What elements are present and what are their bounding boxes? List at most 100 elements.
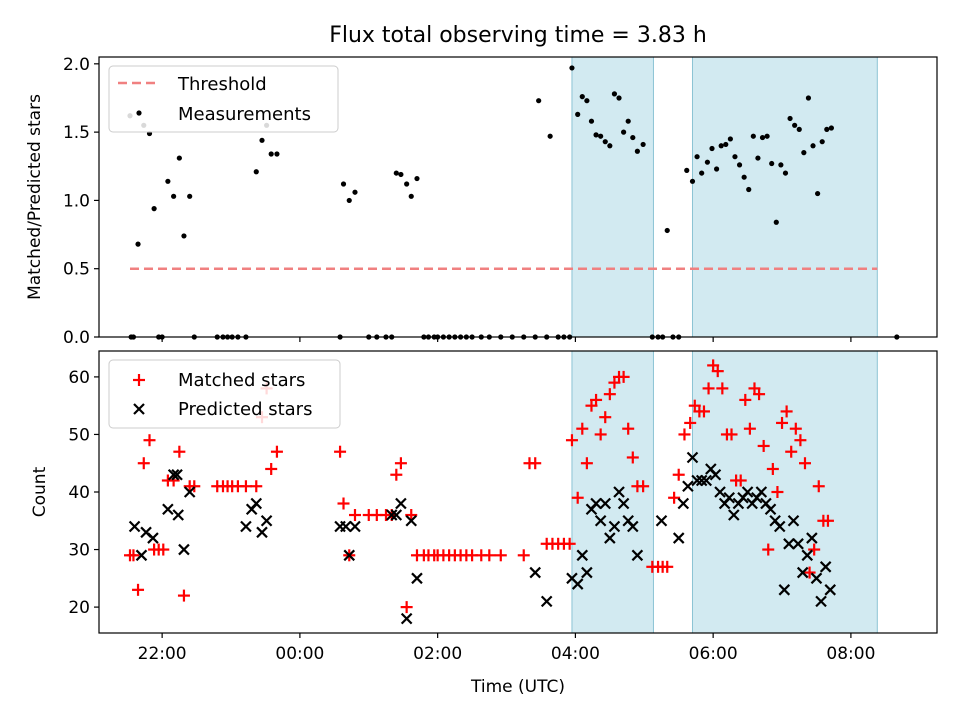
predicted-stars-point: [824, 584, 837, 596]
measurement-point: [759, 134, 766, 141]
matched-stars-legend-label: Matched stars: [178, 370, 305, 391]
matched-stars-point: [757, 439, 770, 452]
predicted-stars-point: [672, 532, 685, 544]
bottom-legend: Matched stars Predicted stars: [108, 359, 341, 429]
top-y-axis-label: Matched/Predicted stars: [25, 94, 45, 300]
matched-stars-point: [143, 434, 156, 447]
measurement-point: [404, 181, 410, 187]
predicted-stars-point: [594, 514, 607, 527]
matched-stars-point: [400, 601, 413, 614]
predicted-stars-point: [773, 520, 786, 533]
measurement-point: [611, 91, 618, 97]
bottom-panel: 20 30 40 50 60 22:00 00:00 02:00 04:00 06:00 08:0…: [30, 350, 938, 697]
matched-stars-point: [668, 491, 681, 504]
matched-stars-point: [808, 543, 821, 556]
predicted-stars-point: [171, 468, 183, 481]
matched-stars-point: [590, 393, 603, 406]
measurement-point: [588, 118, 595, 124]
measurement-point: [764, 133, 770, 139]
predicted-stars-point: [390, 509, 403, 521]
measurement-point: [792, 122, 798, 128]
matched-stars-point: [348, 509, 361, 522]
predicted-stars-point: [778, 584, 791, 596]
measurement-point: [684, 167, 690, 173]
matched-stars-point: [716, 382, 729, 395]
measurement-point: [259, 137, 265, 143]
measurement-point: [268, 151, 274, 157]
matched-stars-point: [626, 451, 639, 464]
bottom-y-tick-label: 20: [68, 598, 90, 618]
predicted-stars-point: [764, 503, 777, 516]
matched-stars-point: [776, 416, 789, 429]
matched-stars-point: [405, 509, 418, 522]
predicted-stars-point: [723, 491, 735, 504]
measurement-point: [694, 154, 700, 160]
measurement-point: [625, 118, 631, 124]
predicted-stars-point: [627, 520, 639, 533]
predicted-stars-point: [613, 486, 625, 498]
matched-stars-point: [697, 405, 710, 418]
predicted-stars-point: [815, 595, 827, 608]
predicted-stars-point: [631, 549, 644, 562]
matched-stars-point: [702, 382, 715, 395]
matched-stars-point: [594, 428, 607, 441]
observing-interval-2: [691, 350, 878, 634]
matched-stars-point: [239, 480, 252, 493]
matched-stars-point: [127, 549, 140, 562]
measurement-point: [630, 134, 636, 141]
predicted-stars-point: [250, 497, 263, 510]
matched-stars-point: [762, 543, 775, 556]
predicted-stars-point: [682, 480, 694, 493]
predicted-stars-point: [411, 572, 423, 585]
bottom-y-tick-label: 30: [68, 541, 90, 561]
matched-stars-point: [672, 468, 685, 481]
measurement-point: [732, 154, 738, 160]
measurement-point: [634, 148, 640, 154]
matched-stars-point: [821, 514, 834, 527]
predicted-stars-point: [256, 526, 268, 539]
matched-stars-point: [753, 388, 766, 401]
predicted-stars-point: [576, 549, 589, 562]
measurement-point: [664, 227, 670, 234]
matched-stars-point: [734, 474, 747, 487]
measurement-point: [408, 193, 414, 199]
measurement-point: [713, 166, 720, 172]
predicted-stars-point: [405, 514, 418, 527]
predicted-stars-point: [340, 520, 352, 533]
observing-interval-1: [571, 56, 654, 338]
measurement-point: [782, 170, 789, 176]
measurement-point: [346, 197, 352, 204]
top-y-tick-label: 0.0: [63, 328, 90, 348]
measurement-point: [536, 98, 542, 104]
matched-stars-point: [678, 428, 691, 441]
measurement-point: [584, 98, 590, 104]
measurement-point: [778, 162, 784, 168]
measurements-legend-swatch: [136, 110, 142, 116]
predicted-stars-point: [755, 486, 768, 498]
measurement-point: [746, 186, 752, 193]
matched-stars-point: [571, 491, 584, 504]
measurement-point: [607, 143, 613, 149]
measurement-point: [547, 133, 553, 139]
x-tick-label: 06:00: [689, 644, 738, 664]
matched-stars-point: [265, 462, 278, 475]
measurement-point: [181, 233, 187, 239]
measurement-point: [810, 143, 816, 149]
x-axis-label: Time (UTC): [470, 677, 565, 697]
top-legend: Threshold Measurements: [108, 65, 339, 133]
x-tick-label: 02:00: [413, 644, 462, 664]
matched-stars-point: [483, 549, 496, 562]
matched-stars-point: [780, 405, 793, 418]
predicted-stars-point: [128, 520, 141, 533]
matched-stars-point: [622, 422, 635, 435]
matched-stars-point: [394, 457, 407, 470]
measurement-point: [165, 178, 171, 184]
predicted-stars-point: [167, 468, 180, 481]
matched-stars-point: [637, 480, 650, 493]
predicted-stars-point: [178, 543, 190, 556]
predicted-stars-point: [796, 566, 809, 579]
measurement-point: [709, 145, 715, 152]
top-panel: 0.00.51.01.52.0 Matched/Predicted stars …: [25, 55, 938, 348]
predicted-stars-point: [787, 514, 800, 527]
predicted-stars-point: [183, 486, 196, 498]
